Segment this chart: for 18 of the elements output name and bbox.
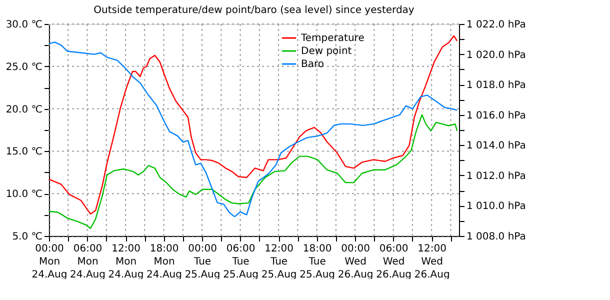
y2-tick-label: 1 022.0 hPa bbox=[466, 20, 526, 30]
y-tick-label: 25.0 ℃ bbox=[6, 62, 42, 73]
y2-tick-label: 1 010.0 hPa bbox=[466, 201, 526, 212]
legend-label: Baro bbox=[301, 59, 324, 70]
y-tick-label: 30.0 ℃ bbox=[6, 20, 42, 30]
legend-label: Dew point bbox=[301, 46, 352, 57]
y2-tick-label: 1 016.0 hPa bbox=[466, 110, 526, 122]
chart-title: Outside temperature/dew point/baro (sea level) since yesterday bbox=[94, 5, 414, 16]
y-tick-label: 10.0 ℃ bbox=[6, 189, 42, 200]
y2-tick-label: 1 018.0 hPa bbox=[466, 80, 526, 92]
y2-tick-label: 1 012.0 hPa bbox=[466, 170, 526, 182]
y2-tick-label: 1 008.0 hPa bbox=[466, 232, 526, 242]
y-tick-label: 5.0 ℃ bbox=[12, 232, 42, 242]
y-tick-label: 15.0 ℃ bbox=[6, 146, 42, 158]
y2-tick-label: 1 014.0 hPa bbox=[466, 140, 526, 152]
legend-label: Temperature bbox=[300, 33, 364, 44]
y2-tick-label: 1 020.0 hPa bbox=[466, 50, 526, 61]
y-tick-label: 20.0 ℃ bbox=[6, 104, 42, 116]
